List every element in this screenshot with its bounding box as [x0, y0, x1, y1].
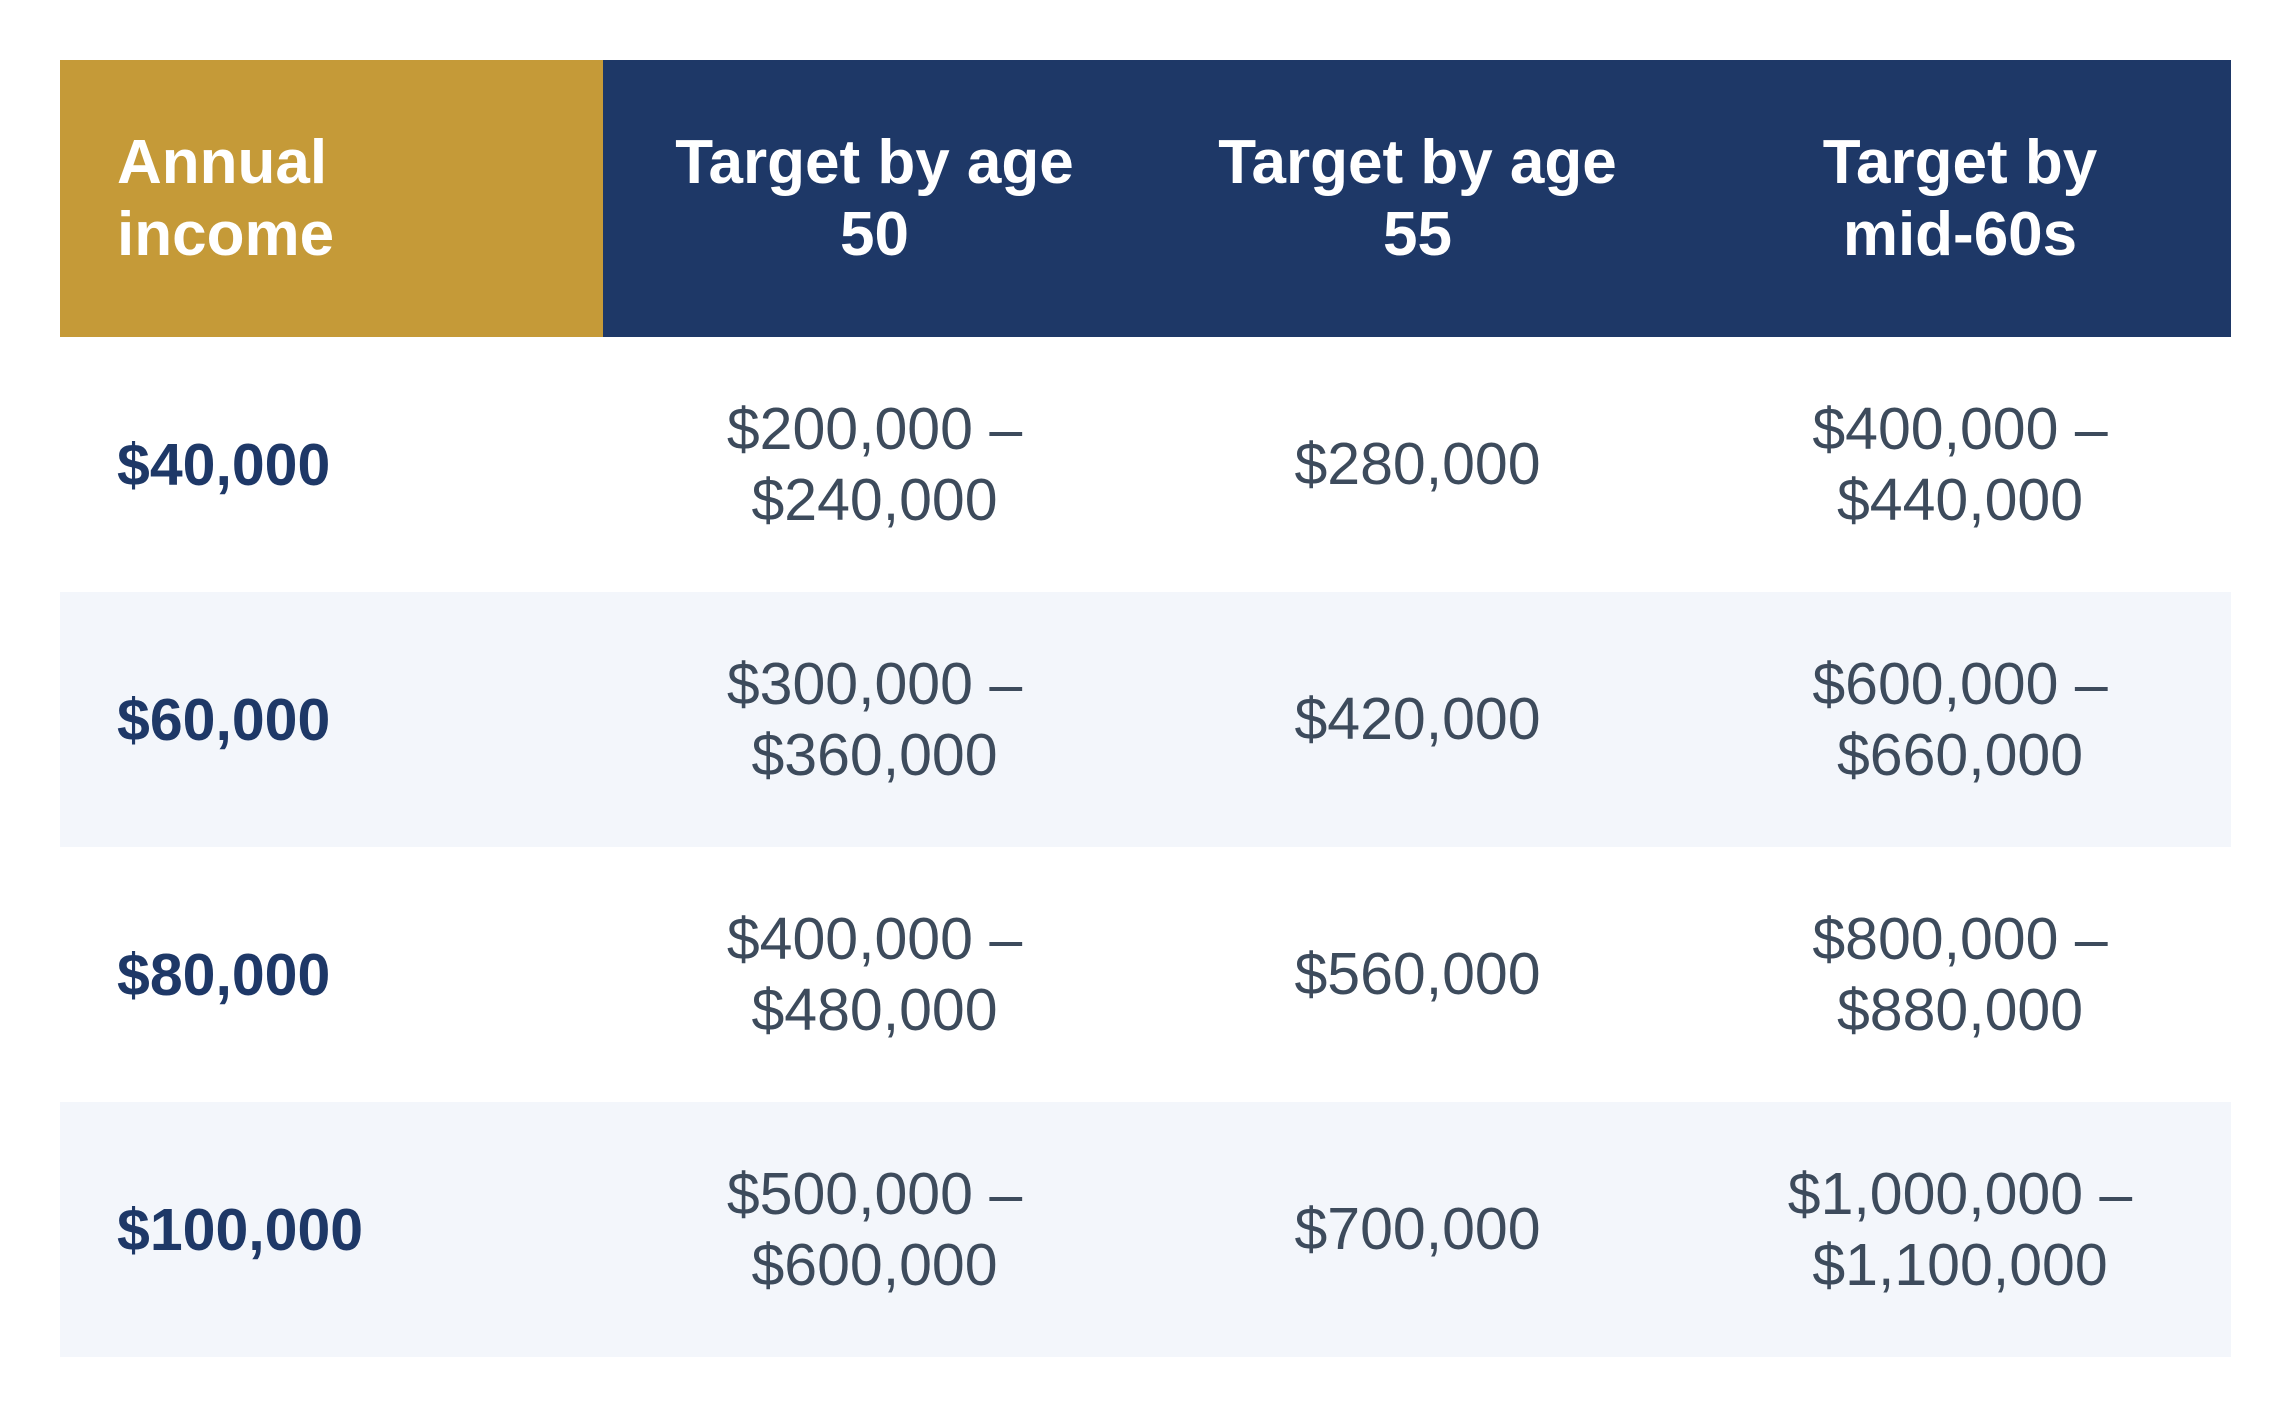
age-50-value: $200,000 – $240,000: [726, 395, 1023, 533]
header-target-age-55-label: Target by age 55: [1218, 127, 1617, 269]
table-header-row: Annual income Target by age 50 Target by…: [60, 60, 2231, 337]
header-annual-income: Annual income: [60, 60, 603, 337]
mid-60s-cell: $800,000 – $880,000: [1689, 847, 2231, 1102]
mid-60s-value: $600,000 – $660,000: [1812, 650, 2108, 788]
header-target-age-50-label: Target by age 50: [675, 127, 1074, 269]
mid-60s-cell: $400,000 – $440,000: [1689, 337, 2231, 592]
header-target-mid-60s-label: Target by mid-60s: [1822, 127, 2098, 269]
age-50-cell: $200,000 – $240,000: [603, 337, 1146, 592]
income-value: $100,000: [117, 1196, 364, 1263]
income-cell: $40,000: [60, 337, 603, 592]
income-cell: $60,000: [60, 592, 603, 847]
table-row: $60,000 $300,000 – $360,000 $420,000 $60…: [60, 592, 2231, 847]
mid-60s-value: $800,000 – $880,000: [1812, 905, 2108, 1043]
header-target-age-50: Target by age 50: [603, 60, 1146, 337]
income-value: $60,000: [117, 686, 331, 753]
header-target-age-55: Target by age 55: [1146, 60, 1689, 337]
age-55-value: $420,000: [1294, 686, 1541, 752]
age-50-cell: $300,000 – $360,000: [603, 592, 1146, 847]
age-55-value: $700,000: [1294, 1196, 1541, 1262]
income-value: $40,000: [117, 431, 331, 498]
header-target-mid-60s: Target by mid-60s: [1689, 60, 2231, 337]
age-55-cell: $420,000: [1146, 592, 1689, 847]
table-row: $40,000 $200,000 – $240,000 $280,000 $40…: [60, 337, 2231, 592]
mid-60s-cell: $600,000 – $660,000: [1689, 592, 2231, 847]
age-55-value: $280,000: [1294, 431, 1541, 497]
age-55-cell: $560,000: [1146, 847, 1689, 1102]
age-50-cell: $500,000 – $600,000: [603, 1102, 1146, 1357]
income-value: $80,000: [117, 941, 331, 1008]
retirement-savings-table: Annual income Target by age 50 Target by…: [60, 60, 2231, 1357]
income-cell: $100,000: [60, 1102, 603, 1357]
age-55-cell: $280,000: [1146, 337, 1689, 592]
mid-60s-value: $400,000 – $440,000: [1812, 395, 2108, 533]
age-50-value: $300,000 – $360,000: [726, 650, 1023, 788]
table-row: $100,000 $500,000 – $600,000 $700,000 $1…: [60, 1102, 2231, 1357]
mid-60s-cell: $1,000,000 – $1,100,000: [1689, 1102, 2231, 1357]
header-annual-income-label: Annual income: [117, 127, 335, 269]
income-cell: $80,000: [60, 847, 603, 1102]
age-50-value: $500,000 – $600,000: [726, 1160, 1023, 1298]
age-50-cell: $400,000 – $480,000: [603, 847, 1146, 1102]
age-55-cell: $700,000: [1146, 1102, 1689, 1357]
table-row: $80,000 $400,000 – $480,000 $560,000 $80…: [60, 847, 2231, 1102]
age-55-value: $560,000: [1294, 941, 1541, 1007]
age-50-value: $400,000 – $480,000: [726, 905, 1023, 1043]
mid-60s-value: $1,000,000 – $1,100,000: [1787, 1160, 2133, 1298]
